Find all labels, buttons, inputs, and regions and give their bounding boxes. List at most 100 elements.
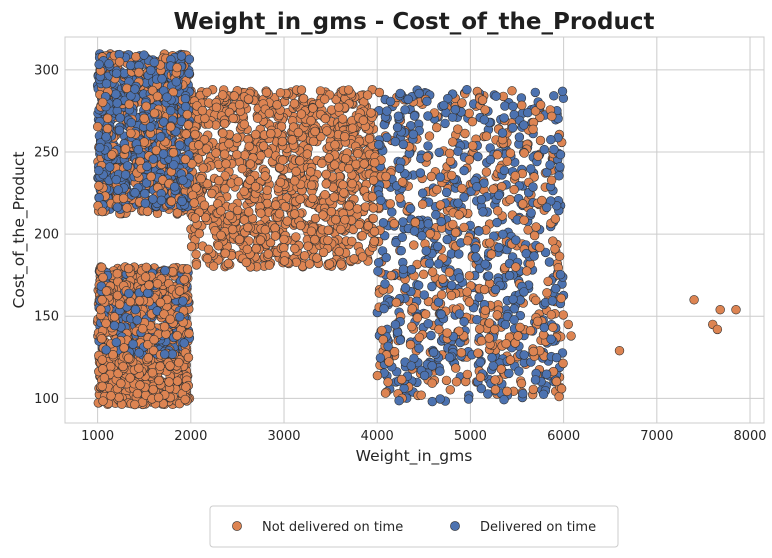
point-not-delivered xyxy=(347,236,357,247)
point-delivered xyxy=(149,57,160,68)
point-not-delivered xyxy=(106,391,116,401)
x-tick-label: 5000 xyxy=(454,429,487,444)
point-not-delivered xyxy=(119,343,129,353)
point-not-delivered xyxy=(563,319,573,330)
point-not-delivered xyxy=(164,377,174,387)
point-not-delivered xyxy=(441,375,452,386)
point-not-delivered xyxy=(358,115,368,126)
point-not-delivered xyxy=(172,330,182,341)
point-not-delivered xyxy=(367,192,378,202)
point-not-delivered xyxy=(118,361,128,372)
point-not-delivered xyxy=(384,357,394,367)
point-not-delivered xyxy=(459,222,469,233)
point-not-delivered xyxy=(97,381,107,392)
point-not-delivered xyxy=(397,177,408,187)
point-delivered xyxy=(396,246,406,256)
point-not-delivered xyxy=(391,297,401,308)
point-delivered xyxy=(490,284,501,295)
point-not-delivered xyxy=(97,295,107,305)
point-not-delivered xyxy=(181,382,191,392)
point-delivered xyxy=(427,396,437,407)
point-not-delivered xyxy=(165,314,175,324)
point-not-delivered xyxy=(513,331,523,341)
point-delivered xyxy=(109,320,120,331)
point-not-delivered xyxy=(132,388,143,399)
point-not-delivered xyxy=(306,115,316,126)
point-not-delivered xyxy=(426,171,437,182)
point-not-delivered xyxy=(194,140,204,150)
point-delivered xyxy=(423,141,433,151)
point-not-delivered xyxy=(146,171,156,182)
point-delivered xyxy=(112,98,122,108)
point-not-delivered xyxy=(98,396,108,406)
point-not-delivered xyxy=(166,196,177,207)
point-delivered xyxy=(500,319,511,330)
point-delivered xyxy=(423,219,433,229)
point-delivered xyxy=(459,192,469,202)
point-not-delivered xyxy=(510,171,520,181)
point-not-delivered xyxy=(155,297,166,308)
point-not-delivered xyxy=(191,249,201,260)
point-delivered xyxy=(140,189,150,199)
point-delivered xyxy=(134,348,144,358)
point-not-delivered xyxy=(181,129,191,139)
point-delivered xyxy=(140,198,151,209)
point-not-delivered xyxy=(502,156,512,167)
point-not-delivered xyxy=(370,158,380,168)
point-delivered xyxy=(112,202,123,212)
point-not-delivered xyxy=(172,376,183,386)
point-not-delivered xyxy=(369,226,380,237)
point-delivered xyxy=(378,218,389,228)
point-not-delivered xyxy=(97,206,108,217)
point-not-delivered xyxy=(517,100,527,111)
point-not-delivered xyxy=(310,126,320,137)
point-not-delivered xyxy=(101,286,112,296)
point-not-delivered xyxy=(98,272,108,283)
point-delivered xyxy=(125,60,136,71)
point-delivered xyxy=(551,283,561,294)
point-not-delivered xyxy=(457,98,467,108)
point-delivered xyxy=(447,280,457,291)
point-not-delivered xyxy=(372,370,383,381)
point-not-delivered xyxy=(114,392,124,403)
point-delivered xyxy=(441,187,452,198)
point-not-delivered xyxy=(154,375,164,386)
point-delivered xyxy=(463,394,474,404)
point-not-delivered xyxy=(535,135,546,146)
point-delivered xyxy=(94,165,104,176)
point-delivered xyxy=(373,266,383,276)
point-not-delivered xyxy=(96,262,107,272)
point-delivered xyxy=(427,361,437,371)
point-delivered xyxy=(474,226,484,236)
point-not-delivered xyxy=(492,310,502,320)
point-delivered xyxy=(379,304,389,314)
point-delivered xyxy=(178,175,188,185)
point-not-delivered xyxy=(357,252,368,262)
point-delivered xyxy=(526,208,536,218)
y-tick-label: 150 xyxy=(34,310,59,325)
point-delivered xyxy=(545,160,555,170)
point-not-delivered xyxy=(275,177,286,188)
point-not-delivered xyxy=(97,355,108,365)
point-delivered xyxy=(392,122,403,133)
point-delivered xyxy=(442,234,452,245)
point-not-delivered xyxy=(97,334,107,344)
point-delivered xyxy=(142,161,152,172)
point-delivered xyxy=(514,366,524,376)
point-not-delivered xyxy=(341,154,351,164)
point-delivered xyxy=(454,309,465,319)
point-not-delivered xyxy=(464,155,475,165)
point-not-delivered xyxy=(304,259,315,269)
point-not-delivered xyxy=(277,136,288,147)
point-delivered xyxy=(440,118,450,129)
point-not-delivered xyxy=(383,377,393,387)
point-delivered xyxy=(546,135,556,145)
point-not-delivered xyxy=(216,230,226,241)
point-delivered xyxy=(491,91,501,101)
point-not-delivered xyxy=(239,186,249,197)
point-delivered xyxy=(454,249,464,259)
point-delivered xyxy=(132,315,142,325)
point-not-delivered xyxy=(124,99,134,110)
point-not-delivered xyxy=(287,135,298,145)
point-not-delivered xyxy=(148,384,158,395)
